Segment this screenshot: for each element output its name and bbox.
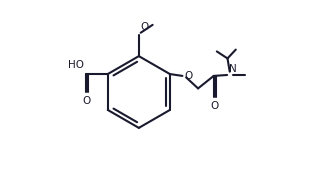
Text: O: O	[184, 71, 192, 81]
Text: O: O	[140, 22, 148, 32]
Text: N: N	[228, 63, 236, 73]
Text: O: O	[211, 101, 219, 111]
Text: HO: HO	[68, 60, 84, 70]
Text: O: O	[83, 96, 91, 106]
